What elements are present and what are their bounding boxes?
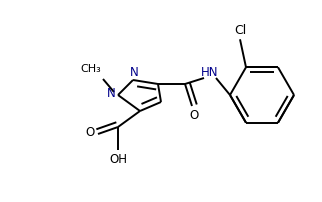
Text: Cl: Cl xyxy=(234,24,246,37)
Text: OH: OH xyxy=(109,153,127,166)
Text: CH₃: CH₃ xyxy=(80,64,101,74)
Text: HN: HN xyxy=(201,65,219,78)
Text: O: O xyxy=(189,109,199,122)
Text: N: N xyxy=(130,66,138,79)
Text: N: N xyxy=(107,87,115,100)
Text: O: O xyxy=(85,126,95,139)
